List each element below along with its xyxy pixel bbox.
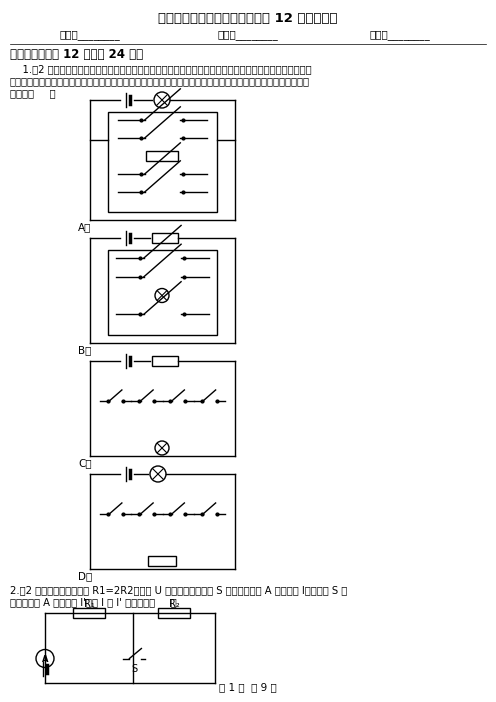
Bar <box>148 556 176 566</box>
Bar <box>108 112 217 212</box>
Text: B．: B． <box>78 345 91 355</box>
Bar <box>73 608 105 618</box>
Text: R₁: R₁ <box>84 599 95 609</box>
Text: S: S <box>131 663 137 673</box>
Text: A: A <box>42 654 48 663</box>
Text: 成绩：________: 成绩：________ <box>370 30 431 40</box>
Text: 一、单选题（共 12 题；共 24 分）: 一、单选题（共 12 题；共 24 分） <box>10 48 143 61</box>
Text: C．: C． <box>78 458 92 468</box>
Text: 姓名：________: 姓名：________ <box>60 30 121 40</box>
Text: R₂: R₂ <box>169 599 180 609</box>
Bar <box>152 233 178 243</box>
Bar <box>146 151 178 161</box>
Bar <box>158 608 190 618</box>
Text: A．: A． <box>78 222 91 232</box>
Text: 班级：________: 班级：________ <box>218 30 278 40</box>
Text: 合时电流表 A 的示数为 I'，则 I 与 I' 的比值为（     ）: 合时电流表 A 的示数为 I'，则 I 与 I' 的比值为（ ） <box>10 597 177 607</box>
Text: 江西省新余市九年级上学期物理 12 月月考试卷: 江西省新余市九年级上学期物理 12 月月考试卷 <box>158 12 338 25</box>
Text: 确的是（     ）: 确的是（ ） <box>10 88 56 98</box>
Text: 时装在未关好车门上的开关处于断开状态），指示灯就会发光从而提醒驾驶员。在下图所示的四个电路中，设计正: 时装在未关好车门上的开关处于断开状态），指示灯就会发光从而提醒驾驶员。在下图所示… <box>10 76 310 86</box>
Text: D．: D． <box>78 571 92 581</box>
Bar <box>108 250 217 335</box>
Text: 第 1 页  共 9 页: 第 1 页 共 9 页 <box>219 682 277 692</box>
Text: 2.（2 分）如图所示，电阻 R1=2R2，电压 U 保持不变，当开关 S 断开时电流表 A 的示数为 I；当开关 S 闭: 2.（2 分）如图所示，电阻 R1=2R2，电压 U 保持不变，当开关 S 断开… <box>10 585 347 595</box>
Text: 1.（2 分）轿车的仪表盘上有一个显示汽车车门关闭状况的指示灯，只要四个车门中有一个没有关好（即此: 1.（2 分）轿车的仪表盘上有一个显示汽车车门关闭状况的指示灯，只要四个车门中有… <box>10 64 311 74</box>
Bar <box>152 356 178 366</box>
